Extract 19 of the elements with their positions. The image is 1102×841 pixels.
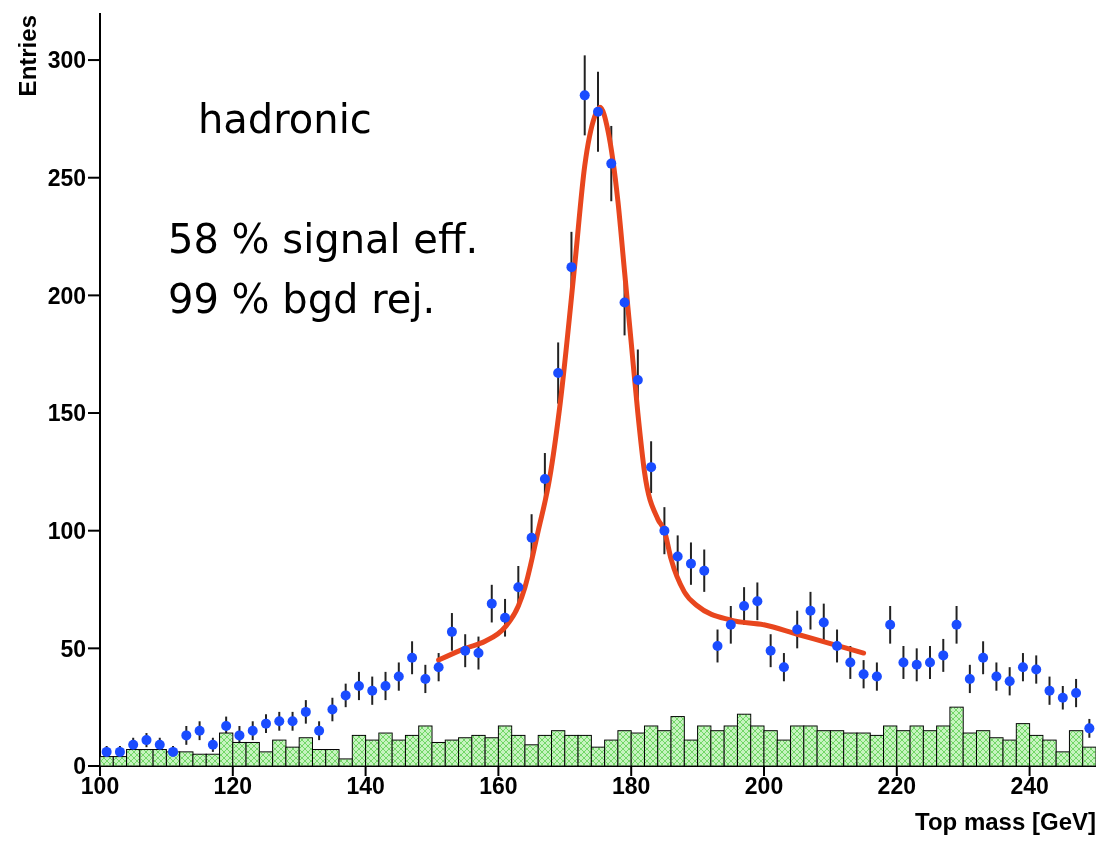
- annotation: hadronic: [198, 96, 372, 142]
- y-axis-title: Entries: [14, 15, 41, 97]
- y-tick-label: 50: [60, 635, 86, 662]
- x-tick-label: 180: [612, 773, 651, 800]
- x-tick-label: 140: [346, 773, 385, 800]
- y-tick-label: 200: [47, 282, 86, 309]
- x-tick-label: 100: [80, 773, 120, 800]
- y-tick-label: 300: [47, 47, 86, 74]
- x-axis-title: Top mass [GeV]: [915, 808, 1096, 835]
- annotation: 58 % signal eff.: [168, 216, 479, 262]
- x-tick-label: 160: [479, 773, 518, 800]
- x-tick-label: 240: [1010, 773, 1049, 800]
- x-tick-label: 200: [744, 773, 784, 800]
- y-tick-label: 150: [47, 400, 86, 427]
- x-tick-label: 120: [213, 773, 252, 800]
- annotation: 99 % bgd rej.: [168, 276, 436, 322]
- y-tick-label: 100: [47, 517, 86, 544]
- y-tick-label: 250: [47, 164, 86, 191]
- x-tick-label: 220: [877, 773, 916, 800]
